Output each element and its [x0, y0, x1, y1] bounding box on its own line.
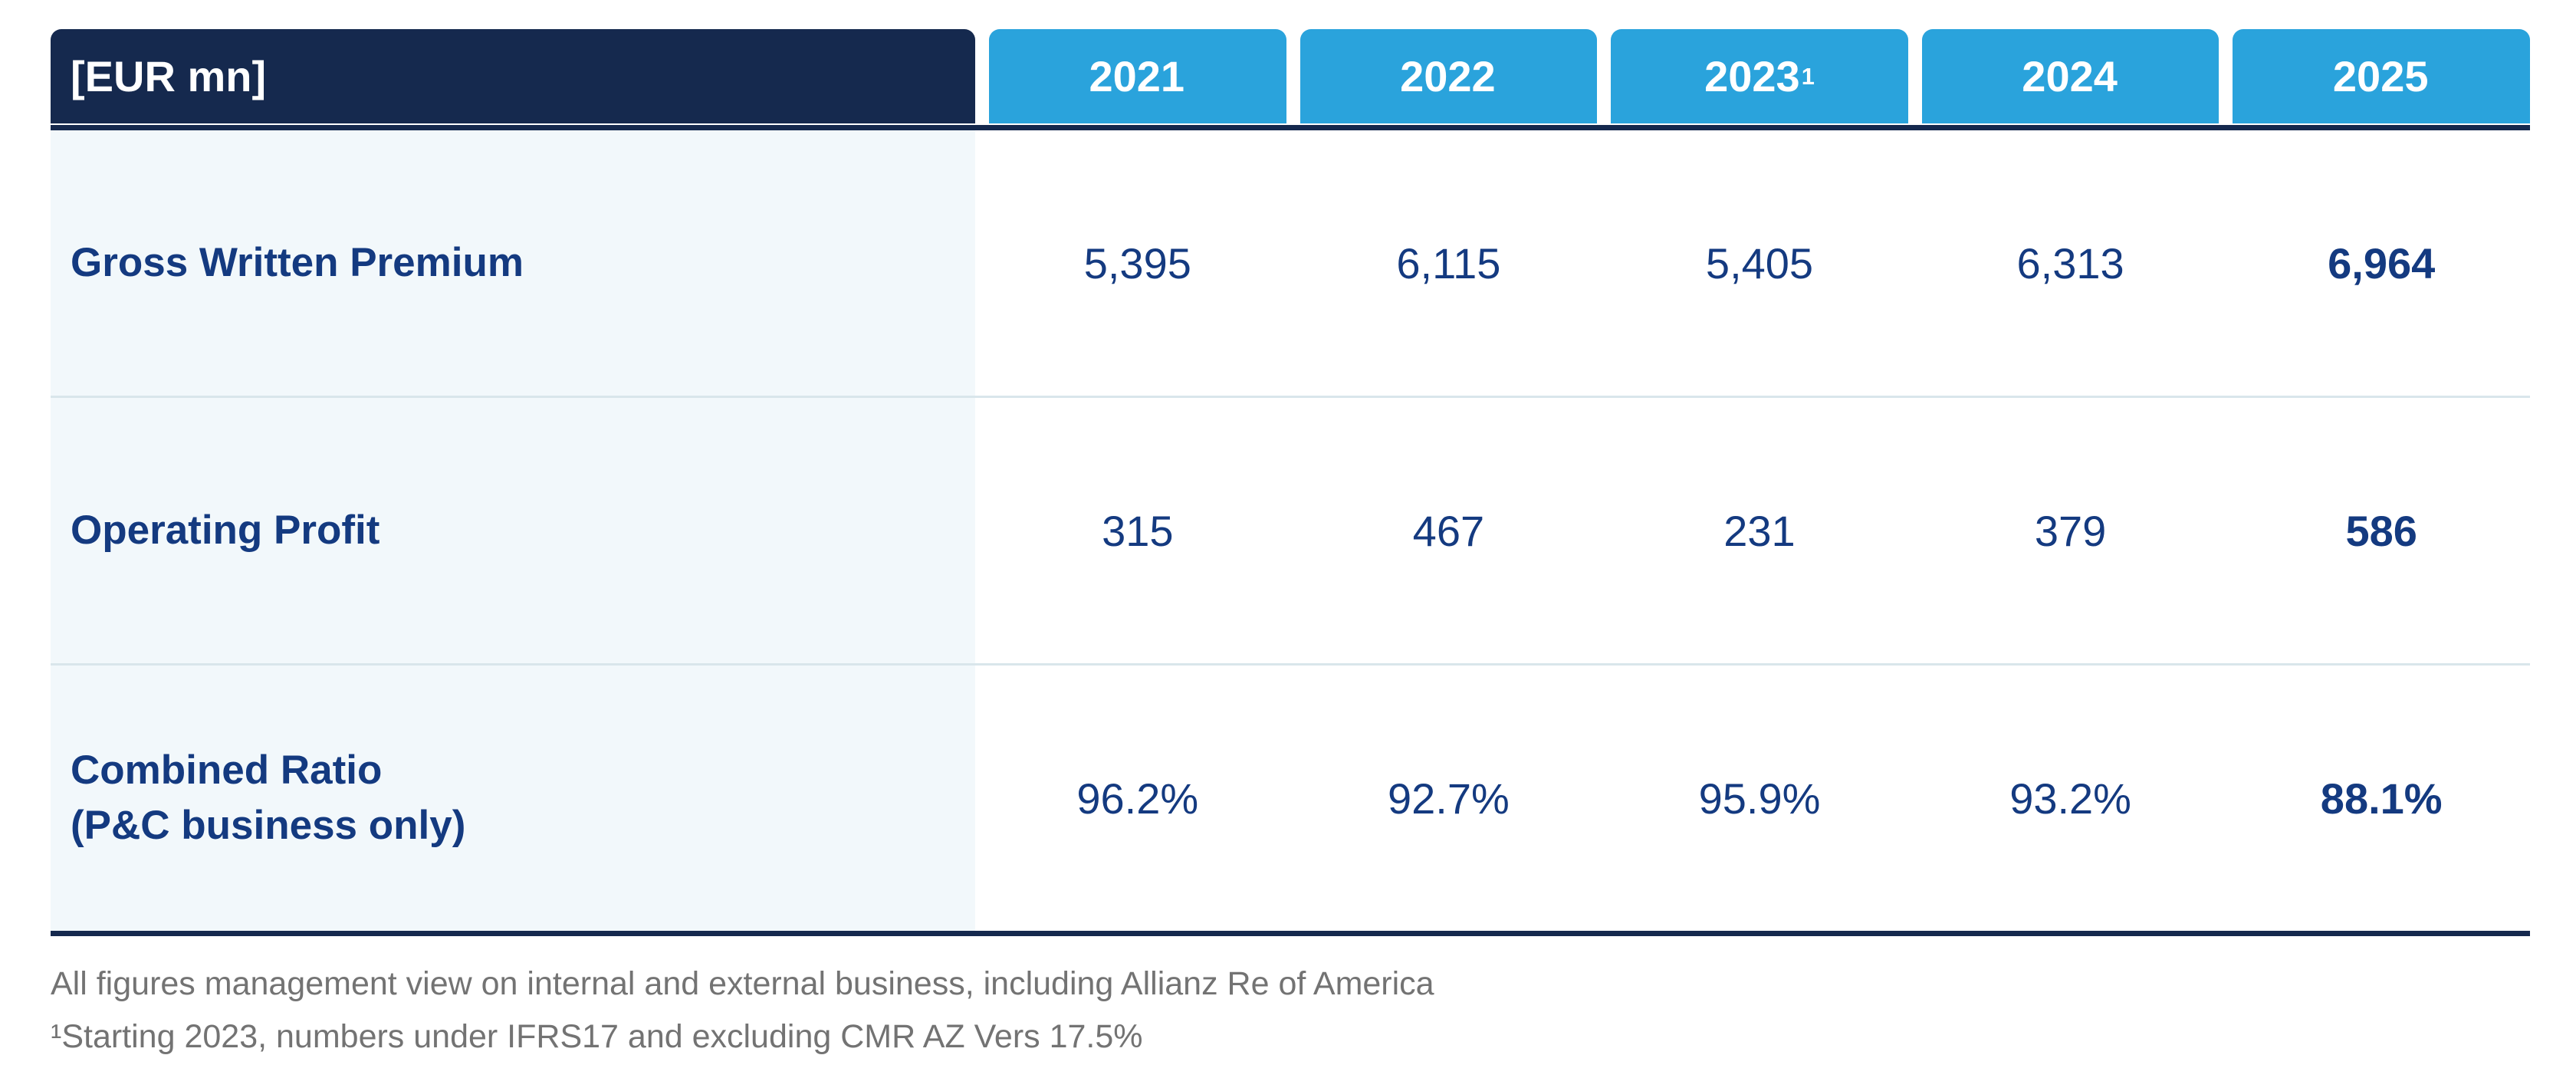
cell-op-2023: 231 [1723, 506, 1796, 555]
row-label-text: Operating Profit [71, 508, 380, 554]
footnote-ifrs17: ¹Starting 2023, numbers under IFRS17 and… [51, 1017, 1143, 1055]
year-header-2023: 2023 1 [1611, 29, 1908, 123]
unit-header-cell: [EUR mn] [51, 29, 975, 123]
row-separator [51, 663, 2530, 666]
row-label-gross-written-premium: Gross Written Premium [51, 130, 975, 396]
year-header-2022: 2022 [1300, 29, 1598, 123]
year-label: 2022 [1400, 52, 1496, 100]
cell-gwp-2024: 6,313 [2016, 238, 2124, 288]
row-label-operating-profit: Operating Profit [51, 398, 975, 663]
table-row-gross-written-premium: Gross Written Premium 5,395 6,115 5,405 … [51, 130, 2530, 396]
year-label: 2021 [1089, 52, 1185, 100]
table-bottom-rule [51, 931, 2530, 936]
cell-gwp-2021: 5,395 [1083, 238, 1191, 288]
cell-op-2024: 379 [2034, 506, 2107, 555]
row-separator [51, 396, 2530, 398]
header-divider-rule [51, 125, 2530, 130]
year-label: 2023 [1704, 52, 1800, 100]
cell-cr-2022: 92.7% [1387, 774, 1510, 823]
footnote-general: All figures management view on internal … [51, 965, 1434, 1002]
cell-op-2021: 315 [1102, 506, 1174, 555]
cell-op-2022: 467 [1412, 506, 1485, 555]
row-label-subtext: (P&C business only) [71, 803, 466, 848]
cell-cr-2024: 93.2% [2009, 774, 2131, 823]
table-row-operating-profit: Operating Profit 315 467 231 379 586 [51, 398, 2530, 663]
cell-cr-2021: 96.2% [1076, 774, 1199, 823]
row-label-text: Combined Ratio [71, 748, 383, 794]
row-label-text: Gross Written Premium [71, 240, 524, 286]
table-header-row: [EUR mn] 2021 2022 2023 1 2024 2025 [51, 29, 2530, 123]
unit-label: [EUR mn] [71, 52, 267, 100]
year-label: 2025 [2332, 52, 2429, 100]
footnotes: All figures management view on internal … [51, 958, 2530, 1063]
cell-cr-2025: 88.1% [2320, 774, 2443, 823]
row-label-combined-ratio: Combined Ratio (P&C business only) [51, 666, 975, 931]
cell-gwp-2025: 6,964 [2328, 238, 2436, 288]
cell-op-2025: 586 [2345, 506, 2417, 555]
year-header-2024: 2024 [1921, 29, 2220, 123]
year-header-2021: 2021 [989, 29, 1286, 123]
cell-gwp-2022: 6,115 [1396, 238, 1501, 288]
cell-gwp-2023: 5,405 [1705, 238, 1814, 288]
cell-cr-2023: 95.9% [1698, 774, 1821, 823]
table-row-combined-ratio: Combined Ratio (P&C business only) 96.2%… [51, 666, 2530, 931]
year-header-2025: 2025 [2233, 29, 2530, 123]
year-label: 2024 [2022, 52, 2118, 100]
